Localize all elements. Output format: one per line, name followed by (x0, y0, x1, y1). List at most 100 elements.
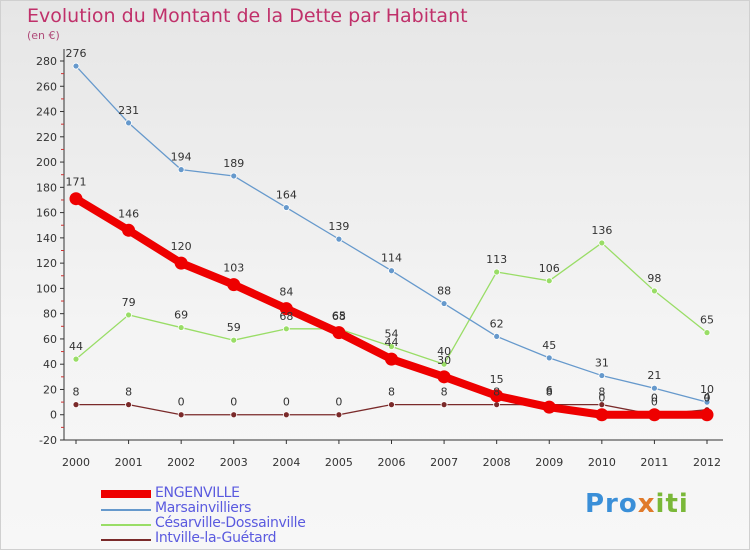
y-tick-label: 240 (36, 106, 57, 119)
data-point-c-sarville-dossainville (230, 336, 238, 344)
y-tick-label: 60 (43, 333, 57, 346)
x-tick-label: 2007 (430, 456, 458, 469)
x-tick-label: 2008 (483, 456, 511, 469)
data-label-c-sarville-dossainville: 79 (122, 296, 136, 309)
x-tick-label: 2011 (640, 456, 668, 469)
data-label-marsainvilliers: 88 (437, 285, 451, 298)
legend-swatch-engenville (101, 490, 151, 498)
data-point-c-sarville-dossainville (282, 325, 290, 333)
data-label-intville-la-gu-tard: 8 (598, 386, 605, 399)
legend-label-marsainvilliers: Marsainvilliers (155, 500, 252, 516)
data-label-intville-la-gu-tard: 0 (335, 396, 342, 409)
x-tick-label: 2006 (378, 456, 406, 469)
data-point-intville-la-gu-tard (177, 411, 185, 419)
data-label-c-sarville-dossainville: 65 (700, 314, 714, 327)
data-label-intville-la-gu-tard: 8 (73, 386, 80, 399)
chart-title: Evolution du Montant de la Dette par Hab… (27, 5, 468, 27)
data-point-intville-la-gu-tard (282, 411, 290, 419)
data-label-c-sarville-dossainville: 113 (486, 253, 507, 266)
data-point-marsainvilliers (440, 300, 448, 307)
data-point-intville-la-gu-tard (493, 401, 501, 409)
data-point-marsainvilliers (703, 398, 711, 406)
data-point-marsainvilliers (72, 62, 80, 70)
data-label-marsainvilliers: 139 (328, 220, 349, 233)
data-point-c-sarville-dossainville (545, 277, 553, 285)
data-point-marsainvilliers (335, 235, 343, 243)
data-label-intville-la-gu-tard: 0 (178, 396, 185, 409)
data-point-engenville (700, 408, 714, 422)
y-tick-label: 280 (36, 55, 57, 68)
data-label-c-sarville-dossainville: 98 (647, 272, 661, 285)
y-tick-label: 0 (50, 409, 57, 422)
legend-label-engenville: ENGENVILLE (155, 485, 240, 501)
y-tick-label: 20 (43, 383, 57, 396)
data-label-intville-la-gu-tard: 8 (441, 386, 448, 399)
y-tick-label: -20 (39, 434, 57, 447)
data-label-engenville: 0 (651, 392, 658, 405)
y-tick-label: 120 (36, 257, 57, 270)
data-point-marsainvilliers (388, 267, 395, 275)
data-label-c-sarville-dossainville: 44 (69, 340, 83, 353)
data-label-marsainvilliers: 194 (171, 151, 192, 164)
data-point-engenville (437, 370, 451, 384)
data-label-intville-la-gu-tard: 0 (651, 396, 658, 409)
data-point-intville-la-gu-tard (72, 401, 80, 409)
data-label-c-sarville-dossainville: 106 (539, 262, 560, 275)
data-label-c-sarville-dossainville: 68 (279, 310, 293, 323)
data-label-engenville: 6 (546, 384, 553, 397)
data-point-c-sarville-dossainville (493, 268, 501, 276)
data-point-engenville (595, 408, 609, 422)
data-point-marsainvilliers (230, 172, 238, 180)
x-tick-label: 2005 (325, 456, 353, 469)
data-label-marsainvilliers: 62 (490, 317, 504, 330)
data-label-intville-la-gu-tard: 8 (388, 386, 395, 399)
data-point-engenville (69, 192, 83, 206)
data-point-c-sarville-dossainville (651, 287, 658, 295)
data-point-engenville (490, 389, 504, 403)
data-point-intville-la-gu-tard (598, 401, 606, 409)
data-point-c-sarville-dossainville (177, 324, 185, 331)
data-label-marsainvilliers: 164 (276, 189, 297, 202)
y-tick-label: 200 (36, 156, 57, 169)
x-tick-label: 2004 (272, 456, 300, 469)
data-label-engenville: 84 (279, 286, 293, 299)
data-label-engenville: 15 (490, 373, 504, 386)
series-line-marsainvilliers (75, 65, 708, 403)
data-label-marsainvilliers: 231 (118, 104, 139, 117)
data-point-intville-la-gu-tard (125, 401, 132, 409)
line-chart: -200204060801001201401601802002202402602… (36, 47, 723, 469)
x-tick-label: 2010 (588, 456, 616, 469)
series-line-engenville (72, 194, 711, 419)
data-label-engenville: 0 (704, 392, 711, 405)
data-label-c-sarville-dossainville: 40 (437, 345, 451, 358)
legend-label-intville: Intville-la-Guétard (155, 530, 277, 546)
data-label-intville-la-gu-tard: 0 (230, 396, 237, 409)
data-label-engenville: 146 (118, 207, 139, 220)
legend-swatch-cesarville (101, 524, 151, 526)
data-label-engenville: 103 (223, 262, 244, 275)
y-tick-label: 40 (43, 358, 57, 371)
data-label-engenville: 0 (598, 392, 605, 405)
data-label-engenville: 65 (332, 310, 346, 323)
data-label-marsainvilliers: 189 (223, 157, 244, 170)
data-label-marsainvilliers: 114 (381, 252, 402, 265)
legend-swatch-intville (101, 539, 151, 541)
y-unit-label: (en €) (27, 29, 60, 42)
data-label-marsainvilliers: 45 (542, 339, 556, 352)
y-tick-label: 220 (36, 131, 57, 144)
data-label-marsainvilliers: 31 (595, 357, 609, 370)
data-point-engenville (174, 256, 188, 270)
data-label-engenville: 30 (437, 354, 451, 367)
y-tick-label: 80 (43, 308, 57, 321)
data-point-intville-la-gu-tard (230, 411, 238, 419)
data-point-engenville (279, 302, 293, 316)
data-point-c-sarville-dossainville (125, 311, 132, 319)
y-tick-label: 140 (36, 232, 57, 245)
data-label-engenville: 120 (171, 240, 192, 253)
data-point-marsainvilliers (177, 166, 185, 174)
data-label-intville-la-gu-tard: 8 (493, 386, 500, 399)
data-label-intville-la-gu-tard: 8 (546, 386, 553, 399)
data-point-marsainvilliers (493, 333, 501, 340)
x-tick-label: 2009 (535, 456, 563, 469)
data-label-c-sarville-dossainville: 68 (332, 310, 346, 323)
